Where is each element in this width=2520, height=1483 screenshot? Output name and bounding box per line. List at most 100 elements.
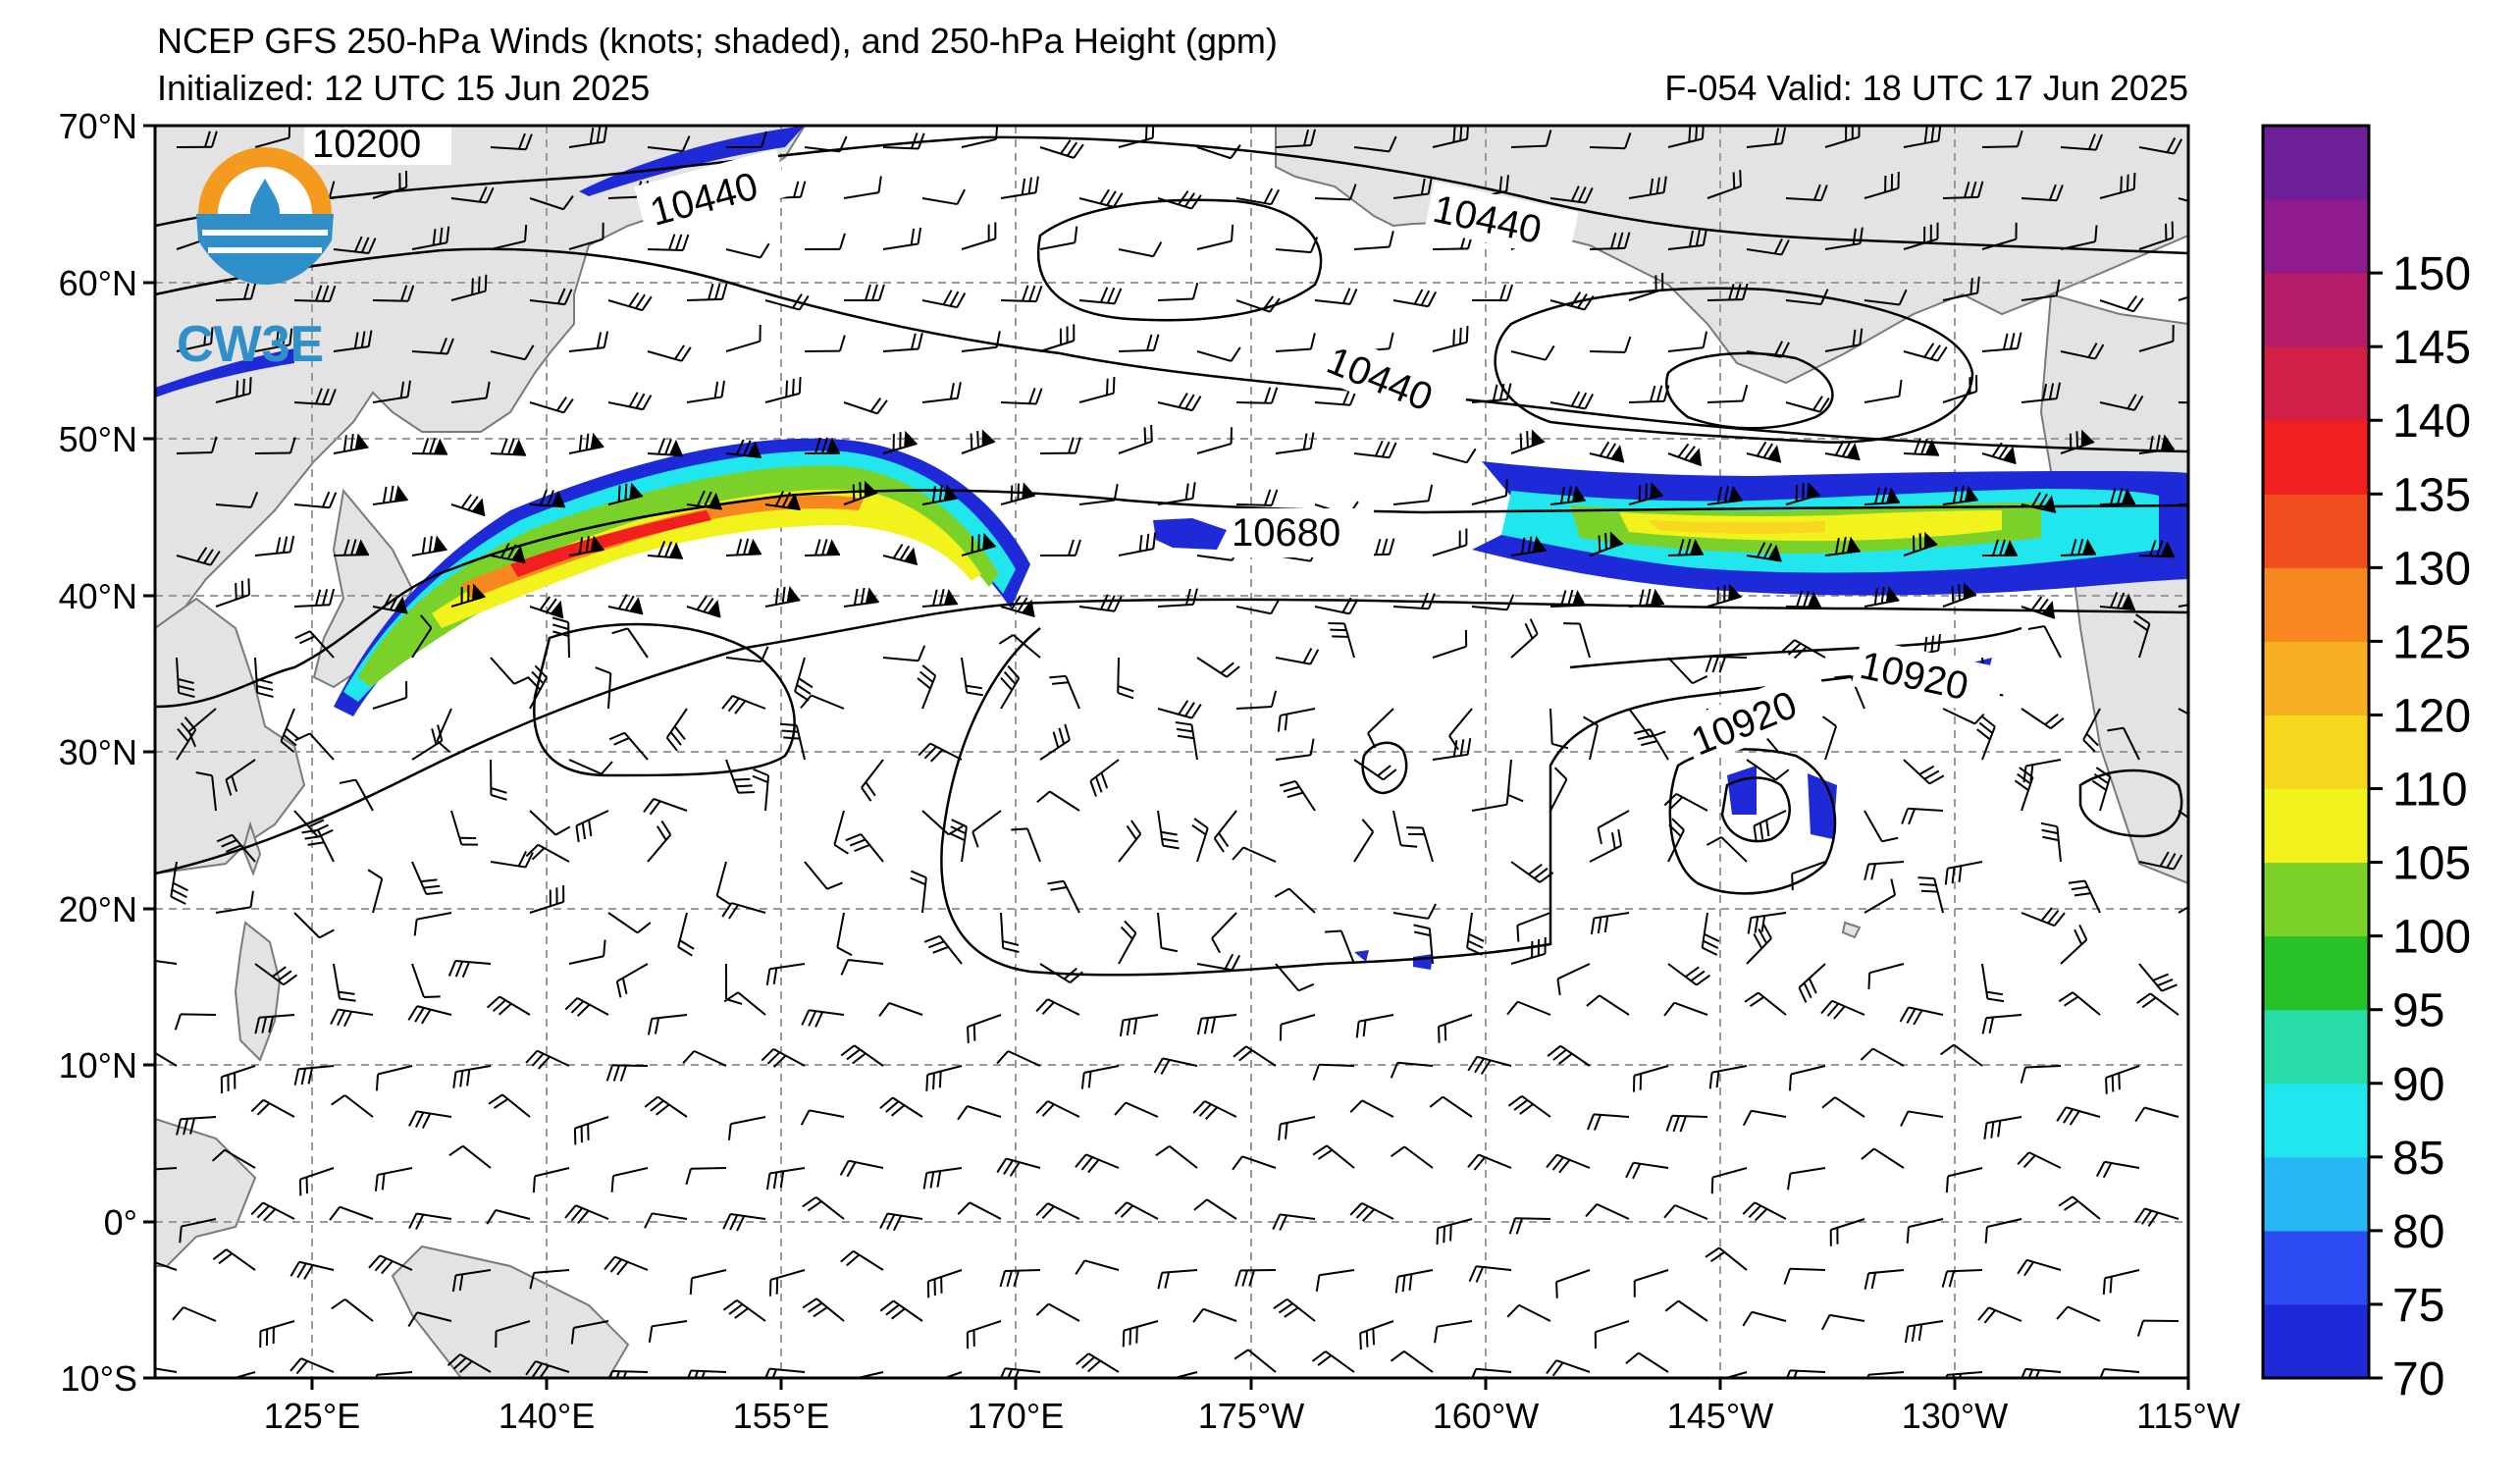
wind-barb <box>957 1105 1002 1121</box>
wind-barb <box>1314 597 1359 615</box>
wind-barb <box>2014 767 2034 812</box>
wind-barb <box>529 810 571 836</box>
lat-label-60n: 60°N <box>59 263 137 303</box>
wind-barb <box>800 694 845 710</box>
wind-barb <box>372 485 408 505</box>
wind-barb <box>2178 893 2188 914</box>
logo-text: CW3E <box>177 316 324 373</box>
wind-barb <box>1788 1065 1826 1091</box>
wind-barb <box>764 293 810 311</box>
wind-barb <box>1549 767 1568 812</box>
colorbar-tick-label: 85 <box>2392 1133 2444 1185</box>
wind-barb <box>1667 657 1708 685</box>
wind-barb <box>529 396 574 414</box>
wind-barb <box>1864 861 1905 881</box>
colorbar-swatch <box>2263 126 2369 200</box>
wind-barb <box>1315 1269 1355 1292</box>
wind-barb <box>1628 385 1670 403</box>
wind-barb <box>1075 1259 1120 1275</box>
wind-barb <box>2060 225 2098 250</box>
wind-barb <box>1824 328 1864 352</box>
wind-barb <box>413 912 452 936</box>
colorbar-swatch <box>2263 346 2369 421</box>
wind-barb <box>1747 912 1787 934</box>
wind-barb <box>490 132 533 151</box>
wind-barb <box>607 912 652 934</box>
wind-barb <box>961 533 996 556</box>
wind-barb <box>1785 289 1829 306</box>
wind-barb <box>529 489 565 508</box>
wind-barb <box>1903 438 1940 456</box>
wind-barb <box>921 382 962 403</box>
wind-barb <box>921 588 958 608</box>
wind-barb <box>761 1047 806 1068</box>
wind-barb <box>1864 810 1899 843</box>
wind-barb <box>1157 912 1179 953</box>
wind-barb <box>1390 1061 1434 1079</box>
wind-barb <box>1235 690 1278 710</box>
wind-barb <box>804 135 848 153</box>
wind-barb <box>1157 190 1202 210</box>
wind-barb <box>1039 437 1081 454</box>
wind-barb <box>301 828 335 863</box>
wind-barb <box>1471 788 1510 812</box>
wind-barb <box>1821 1096 1865 1118</box>
wind-barb <box>843 284 885 301</box>
wind-barb <box>1942 181 1984 199</box>
wind-barb <box>1981 963 2005 1003</box>
wind-barb <box>1275 129 1317 148</box>
wind-barb <box>721 902 766 920</box>
wind-barb <box>2095 1160 2140 1179</box>
wind-barb <box>725 439 761 459</box>
colorbar-tick-label: 80 <box>2392 1206 2444 1258</box>
wind-barb <box>918 742 963 763</box>
wind-barb <box>448 1144 492 1169</box>
contour-label-10200: 10200 <box>312 123 421 166</box>
wind-barb <box>998 634 1041 659</box>
wind-barb <box>170 861 188 905</box>
wind-barb <box>329 1205 374 1221</box>
wind-barb <box>1118 424 1153 454</box>
wind-barb <box>1275 963 1315 992</box>
lat-label-0: 0° <box>104 1202 137 1243</box>
wind-barb <box>1705 1246 1748 1271</box>
wind-barb <box>1471 383 1512 403</box>
wind-barb <box>155 1167 178 1172</box>
colorbar-tick-label: 120 <box>2392 690 2471 742</box>
wind-barb <box>450 381 491 403</box>
wind-barb <box>293 491 338 509</box>
wind-barb <box>1192 1307 1237 1323</box>
wind-barb <box>488 1093 531 1118</box>
wind-barb <box>1864 289 1908 306</box>
wind-barb <box>686 283 728 301</box>
wind-barb <box>1432 629 1468 659</box>
wind-barb <box>568 939 606 965</box>
wind-barb <box>2138 324 2175 352</box>
wind-barb <box>1153 1057 1198 1075</box>
colorbar-swatch <box>2263 199 2369 274</box>
wind-barb <box>254 535 295 556</box>
wind-barb <box>1589 232 1631 250</box>
wind-barb <box>999 1269 1041 1288</box>
wind-barb <box>1625 1351 1669 1373</box>
wind-barb <box>1628 588 1664 608</box>
wind-barb <box>1942 276 1980 301</box>
wind-barb <box>1824 536 1861 556</box>
wind-barb <box>1279 1014 1316 1041</box>
wind-barb <box>2020 1065 2062 1084</box>
land-asia-east <box>155 597 306 875</box>
wind-barb <box>1390 1351 1434 1373</box>
wind-barb <box>1000 664 1021 710</box>
wind-barb <box>450 185 495 204</box>
wind-barb <box>372 380 411 403</box>
wind-barb <box>882 333 923 352</box>
wind-barb <box>215 491 259 508</box>
wind-barb <box>568 535 604 556</box>
wind-barb <box>333 236 377 255</box>
wind-barb <box>1047 879 1080 914</box>
wind-barb <box>1976 715 1996 761</box>
wind-barb <box>2178 810 2188 832</box>
wind-barb <box>2060 342 2105 360</box>
wind-barb <box>372 593 408 614</box>
wind-barb <box>1367 708 1394 749</box>
